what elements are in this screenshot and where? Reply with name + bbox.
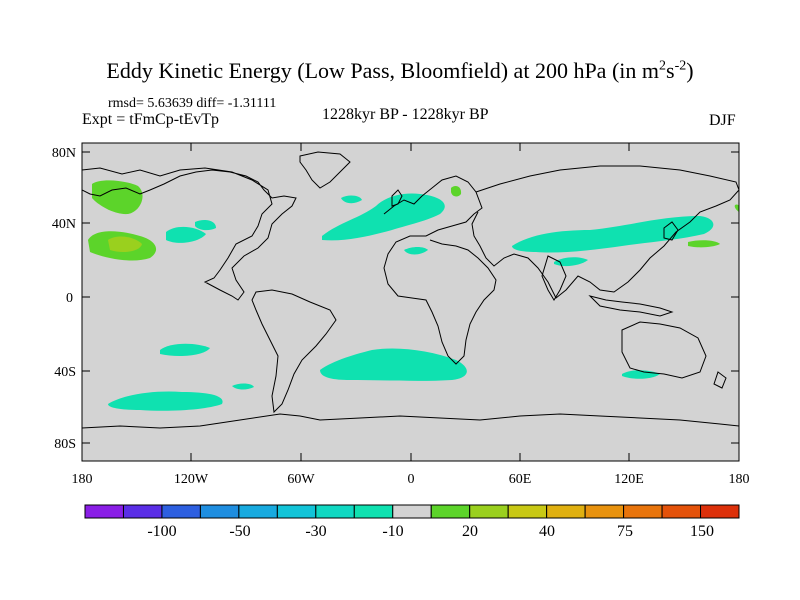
y-tick-label: 40N	[52, 217, 76, 232]
anomaly-southern-ocean	[108, 391, 223, 411]
colorbar-label: -100	[147, 523, 176, 540]
colorbar-label: -10	[382, 523, 403, 540]
x-tick-label: 60W	[287, 472, 315, 487]
anomaly-japan-east	[688, 240, 720, 248]
x-tick-label: 60E	[509, 472, 532, 487]
colorbar	[84, 504, 740, 519]
japan-outline	[663, 221, 679, 241]
anomaly-south-atlantic	[320, 348, 467, 381]
anomaly-shading	[88, 180, 739, 411]
anomaly-south-pacific	[160, 343, 210, 356]
anomaly-mediterranean	[404, 247, 428, 255]
colorbar-swatch	[584, 504, 625, 519]
colorbar-swatch	[353, 504, 394, 519]
new-zealand-outline	[713, 371, 727, 389]
anomaly-north-pacific-small	[195, 220, 216, 231]
north-america-outline	[82, 167, 297, 301]
colorbar-swatch	[430, 504, 471, 519]
season-label: DJF	[709, 112, 736, 129]
europe-africa-outline	[383, 175, 497, 365]
x-tick-label: 180	[72, 472, 93, 487]
colorbar-swatch	[122, 504, 163, 519]
y-tick-label: 80N	[52, 146, 76, 161]
colorbar-label: -30	[305, 523, 326, 540]
anomaly-bering-sea	[92, 180, 143, 215]
anomaly-scandinavia	[451, 186, 462, 197]
colorbar-swatch	[84, 504, 124, 519]
x-tick-label: 120E	[614, 472, 644, 487]
x-tick-label: 120W	[174, 472, 209, 487]
anomaly-east-pacific-north	[166, 226, 206, 243]
colorbar-swatch	[392, 504, 432, 519]
india-outline	[541, 255, 567, 301]
british-isles-outline	[391, 189, 403, 207]
south-america-outline	[251, 289, 337, 414]
colorbar-swatch	[661, 504, 702, 519]
antarctica-outline	[82, 413, 739, 429]
anomaly-himalaya	[554, 257, 588, 267]
anomaly-north-pacific-core	[108, 236, 142, 252]
colorbar-swatch	[161, 504, 201, 519]
y-tick-label: 80S	[54, 437, 76, 452]
x-tick-label: 180	[729, 472, 750, 487]
colorbar-label: 20	[462, 523, 478, 540]
x-tick-label: 0	[408, 472, 415, 487]
axis-ticks	[82, 143, 739, 461]
anomaly-south-indian-small	[232, 383, 254, 390]
indonesia-outline	[588, 295, 674, 317]
anomaly-azores	[341, 195, 362, 204]
anomaly-north-atlantic	[322, 193, 445, 241]
map-background	[82, 143, 739, 461]
colorbar-label: 75	[617, 523, 633, 540]
australia-outline	[621, 321, 707, 379]
y-tick-label: 0	[66, 291, 73, 306]
experiment-label: Expt = tFmCp-tEvTp	[82, 111, 220, 128]
coastlines	[82, 151, 739, 429]
y-tick-label: 40S	[54, 365, 76, 380]
anomaly-date-line-east	[734, 204, 739, 212]
colorbar-swatch	[315, 504, 355, 519]
rmsd-diff-stats: rmsd= 5.63639 diff= -1.31111	[108, 96, 277, 111]
chart-title: Eddy Kinetic Energy (Low Pass, Bloomfiel…	[106, 58, 694, 83]
colorbar-swatch	[700, 504, 740, 519]
anomaly-asia-jet	[512, 216, 714, 253]
colorbar-label: 40	[539, 523, 555, 540]
colorbar-swatch	[238, 504, 278, 519]
period-label: 1228kyr BP - 1228kyr BP	[322, 106, 489, 123]
colorbar-swatch	[276, 504, 317, 519]
asia-outline	[471, 165, 739, 299]
greenland-outline	[299, 151, 351, 189]
colorbar-swatch	[199, 504, 240, 519]
colorbar-label: -50	[229, 523, 250, 540]
colorbar-swatch	[469, 504, 509, 519]
colorbar-swatch	[546, 504, 586, 519]
colorbar-swatch	[507, 504, 548, 519]
colorbar-label: 150	[690, 523, 714, 540]
colorbar-swatch	[623, 504, 663, 519]
